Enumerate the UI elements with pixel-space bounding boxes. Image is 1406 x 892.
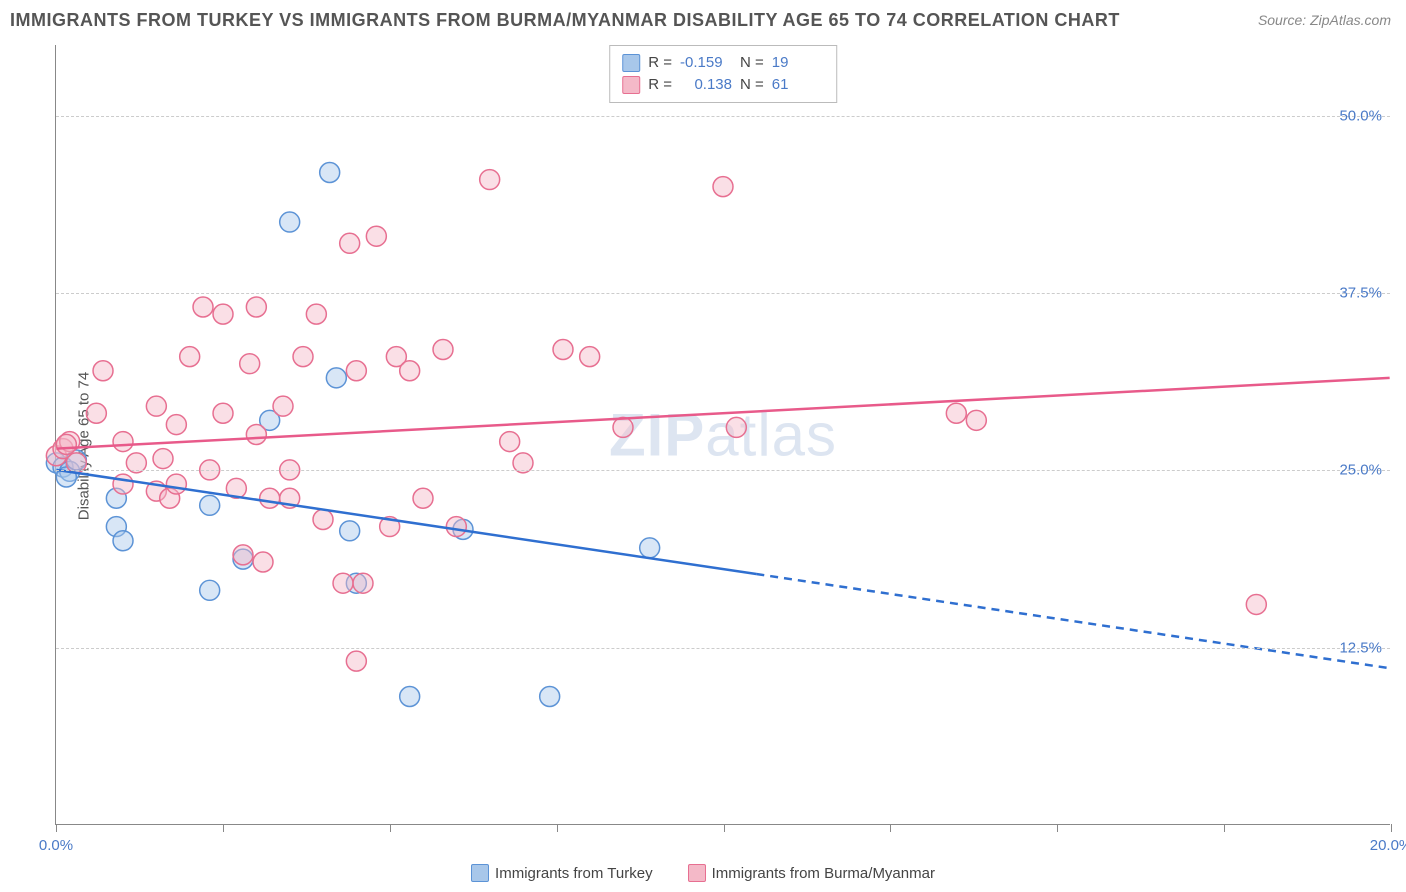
scatter-point <box>213 304 233 324</box>
scatter-point <box>446 517 466 537</box>
scatter-point <box>1246 594 1266 614</box>
legend-item-turkey: Immigrants from Turkey <box>471 864 653 882</box>
legend-item-burma: Immigrants from Burma/Myanmar <box>688 864 935 882</box>
x-tick <box>1391 824 1392 832</box>
trend-line-dashed <box>756 574 1389 668</box>
x-axis-legend: Immigrants from Turkey Immigrants from B… <box>0 864 1406 882</box>
scatter-point <box>313 509 333 529</box>
plot-svg <box>56 45 1390 824</box>
scatter-point <box>400 687 420 707</box>
scatter-point <box>500 432 520 452</box>
scatter-point <box>193 297 213 317</box>
scatter-point <box>280 212 300 232</box>
scatter-point <box>180 347 200 367</box>
y-tick-label: 12.5% <box>1339 639 1382 656</box>
scatter-point <box>340 233 360 253</box>
scatter-point <box>540 687 560 707</box>
chart-title: IMMIGRANTS FROM TURKEY VS IMMIGRANTS FRO… <box>10 10 1120 31</box>
scatter-point <box>233 545 253 565</box>
y-tick-label: 37.5% <box>1339 285 1382 302</box>
scatter-point <box>200 580 220 600</box>
y-tick-label: 25.0% <box>1339 462 1382 479</box>
scatter-point <box>366 226 386 246</box>
swatch-burma-icon <box>688 864 706 882</box>
scatter-point <box>713 177 733 197</box>
scatter-point <box>153 449 173 469</box>
scatter-point <box>346 651 366 671</box>
scatter-point <box>400 361 420 381</box>
scatter-point <box>480 170 500 190</box>
scatter-point <box>166 474 186 494</box>
scatter-point <box>433 340 453 360</box>
scatter-point <box>613 417 633 437</box>
x-tick <box>724 824 725 832</box>
gridline-h <box>56 116 1390 117</box>
scatter-point <box>93 361 113 381</box>
scatter-point <box>273 396 293 416</box>
scatter-point <box>413 488 433 508</box>
trend-line-solid <box>56 470 756 574</box>
scatter-point <box>166 415 186 435</box>
swatch-turkey-icon <box>471 864 489 882</box>
scatter-point <box>353 573 373 593</box>
scatter-point <box>113 531 133 551</box>
plot-area: ZIPatlas R = -0.159 N = 19 R = 0.138 N =… <box>55 45 1390 825</box>
scatter-point <box>200 495 220 515</box>
gridline-h <box>56 648 1390 649</box>
x-tick <box>557 824 558 832</box>
scatter-point <box>146 396 166 416</box>
x-tick <box>1057 824 1058 832</box>
scatter-point <box>966 410 986 430</box>
scatter-point <box>253 552 273 572</box>
gridline-h <box>56 470 1390 471</box>
scatter-point <box>213 403 233 423</box>
scatter-point <box>56 434 76 454</box>
gridline-h <box>56 293 1390 294</box>
correlation-chart: IMMIGRANTS FROM TURKEY VS IMMIGRANTS FRO… <box>0 0 1406 892</box>
scatter-point <box>260 488 280 508</box>
x-tick <box>1224 824 1225 832</box>
x-tick <box>223 824 224 832</box>
scatter-point <box>726 417 746 437</box>
scatter-point <box>113 474 133 494</box>
trend-line <box>56 378 1389 449</box>
legend-label-turkey: Immigrants from Turkey <box>495 865 653 882</box>
legend-label-burma: Immigrants from Burma/Myanmar <box>712 865 935 882</box>
scatter-point <box>293 347 313 367</box>
scatter-point <box>240 354 260 374</box>
x-tick-label: 20.0% <box>1370 837 1406 854</box>
scatter-point <box>333 573 353 593</box>
scatter-point <box>246 297 266 317</box>
scatter-point <box>326 368 346 388</box>
scatter-point <box>246 425 266 445</box>
y-tick-label: 50.0% <box>1339 107 1382 124</box>
scatter-point <box>346 361 366 381</box>
chart-source: Source: ZipAtlas.com <box>1258 12 1391 28</box>
x-tick <box>890 824 891 832</box>
scatter-point <box>86 403 106 423</box>
x-tick-label: 0.0% <box>39 837 73 854</box>
scatter-point <box>580 347 600 367</box>
scatter-point <box>340 521 360 541</box>
scatter-point <box>553 340 573 360</box>
scatter-point <box>640 538 660 558</box>
scatter-point <box>946 403 966 423</box>
x-tick <box>390 824 391 832</box>
scatter-point <box>320 162 340 182</box>
scatter-point <box>306 304 326 324</box>
x-tick <box>56 824 57 832</box>
scatter-point <box>113 432 133 452</box>
